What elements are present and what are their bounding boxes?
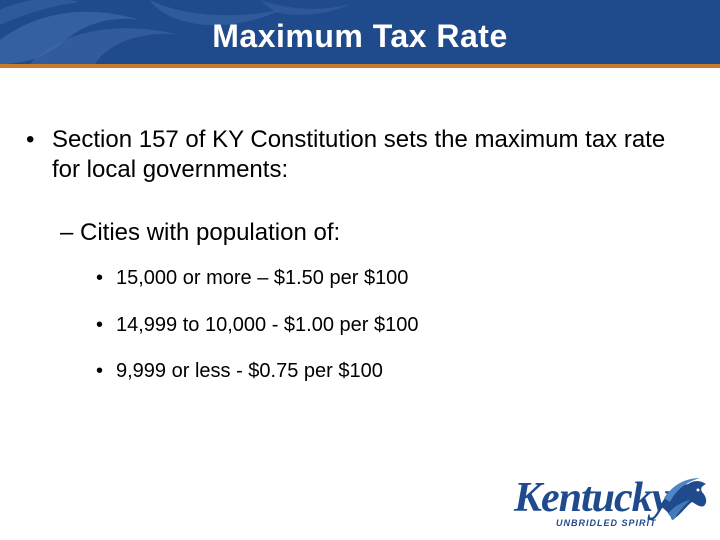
rate-text: 9,999 or less - $0.75 per $100 <box>116 360 383 382</box>
bullet-level-1: • Section 157 of KY Constitution sets th… <box>24 125 684 185</box>
logo-tagline: UNBRIDLED SPIRIT <box>556 518 657 528</box>
rate-item: • 14,999 to 10,000 - $1.00 per $100 <box>96 313 418 337</box>
rate-text: 15,000 or more – $1.50 per $100 <box>116 267 409 289</box>
horse-head-icon <box>660 478 707 520</box>
bullet-marker: • <box>96 314 104 336</box>
slide-header: Maximum Tax Rate <box>0 0 720 64</box>
rate-item: • 15,000 or more – $1.50 per $100 <box>96 266 408 290</box>
slide-title: Maximum Tax Rate <box>212 18 508 54</box>
bullet-marker: • <box>96 360 104 382</box>
bullet-marker: • <box>96 267 104 289</box>
bullet-text: Section 157 of KY Constitution sets the … <box>52 126 666 183</box>
rate-item: • 9,999 or less - $0.75 per $100 <box>96 359 383 383</box>
kentucky-logo: Kentucky UNBRIDLED SPIRIT <box>506 474 716 534</box>
bullet-level-2: – Cities with population of: <box>60 219 341 246</box>
header-accent-rule <box>0 64 720 68</box>
logo-wordmark: Kentucky <box>514 475 670 521</box>
rate-text: 14,999 to 10,000 - $1.00 per $100 <box>116 314 419 336</box>
header-swirl-decoration <box>0 0 350 64</box>
bullet-marker: • <box>26 126 35 153</box>
